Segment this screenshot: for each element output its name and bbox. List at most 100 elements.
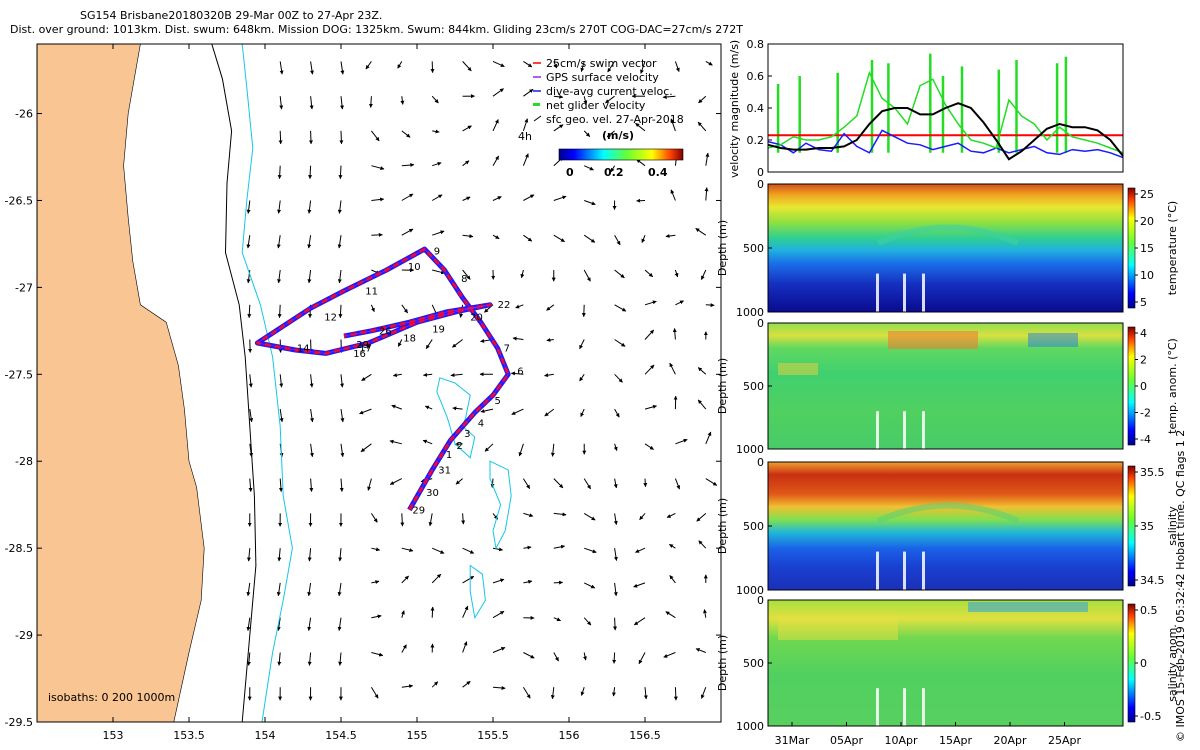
data-gap xyxy=(922,411,925,449)
current-vector xyxy=(674,269,679,278)
current-vector xyxy=(613,478,618,489)
isobath-1000m-contour-1 xyxy=(489,460,512,550)
section-ylabel: Depth (m) xyxy=(716,220,729,276)
current-vector xyxy=(700,687,707,699)
current-vector xyxy=(338,165,343,180)
dac-track-line xyxy=(254,246,511,512)
current-vector xyxy=(361,373,372,382)
colorbar-tick-label: 15 xyxy=(1140,242,1154,255)
current-vector xyxy=(644,443,654,450)
current-vector xyxy=(307,269,312,284)
current-vector xyxy=(583,269,591,282)
map-ytick-label: -26.5 xyxy=(5,194,33,207)
current-vector xyxy=(522,118,529,132)
current-vector xyxy=(368,96,373,108)
current-vector xyxy=(279,96,284,110)
land-area xyxy=(37,44,205,722)
current-vector xyxy=(401,193,414,201)
track-label: 5 xyxy=(495,396,501,407)
velocity-ytick-label: 0.4 xyxy=(747,102,765,115)
current-vector xyxy=(492,578,505,584)
date-axis: 31Mar 05Apr 10Apr 15Apr 20Apr 25Apr xyxy=(775,722,1081,747)
anomaly-patch xyxy=(778,615,898,640)
current-vector xyxy=(520,269,525,279)
current-vector xyxy=(553,652,559,662)
current-vector xyxy=(492,647,506,653)
track-label: 6 xyxy=(517,366,523,377)
track-label: 22 xyxy=(498,300,511,311)
track-label: 30 xyxy=(426,488,439,499)
legend-label: 25cm/s swim vector xyxy=(546,57,657,70)
track-label: 18 xyxy=(403,333,416,344)
current-vector xyxy=(696,513,707,522)
current-vector xyxy=(339,478,344,492)
current-vector xyxy=(400,96,405,105)
track-label: 19 xyxy=(432,325,445,336)
data-gap xyxy=(876,551,879,590)
current-vector xyxy=(309,409,314,423)
current-vector xyxy=(367,478,372,491)
current-vector xyxy=(583,582,596,589)
legend-label: sfc geo. vel. 27-Apr-2018 xyxy=(546,113,684,126)
current-vector xyxy=(462,125,472,132)
current-vector xyxy=(452,406,463,411)
current-vector xyxy=(462,196,471,201)
section-ytick-label: 1000 xyxy=(736,584,764,597)
current-vector xyxy=(389,439,402,445)
current-vector xyxy=(401,163,415,167)
data-gap xyxy=(876,411,879,449)
map-xtick-label: 153 xyxy=(103,729,124,742)
colorbar-tick-label: 35 xyxy=(1140,520,1154,533)
current-vector xyxy=(340,374,344,388)
map-xtick-label: 154.5 xyxy=(325,729,357,742)
current-vector xyxy=(614,408,620,418)
current-vector xyxy=(307,617,312,631)
current-vector xyxy=(246,200,251,214)
current-vector xyxy=(337,617,342,631)
current-vector xyxy=(635,122,646,132)
current-vector xyxy=(705,478,718,486)
current-vector xyxy=(638,652,646,665)
current-vector xyxy=(307,235,312,249)
current-vector xyxy=(309,61,314,75)
data-gap xyxy=(876,273,879,312)
legend-label: GPS surface velocity xyxy=(546,71,659,84)
current-vector xyxy=(633,617,646,626)
date-tick-label: 15Apr xyxy=(939,734,973,747)
current-vector xyxy=(697,121,707,132)
current-vector xyxy=(276,617,281,631)
current-vector xyxy=(492,155,500,166)
current-vector xyxy=(583,234,596,243)
current-vector xyxy=(279,374,284,388)
current-vector xyxy=(370,686,379,699)
current-vector xyxy=(461,513,466,525)
speed-colorbar xyxy=(558,148,684,161)
isobaths-label: isobaths: 0 200 1000m xyxy=(48,691,175,704)
current-vector xyxy=(428,513,433,527)
track-label: 3 xyxy=(464,429,470,440)
gps-track-line xyxy=(256,248,509,511)
colorbar-tick-label: 10 xyxy=(1140,269,1154,282)
map-x-axis: 153 153.5 154 154.5 155 155.5 156 156.5 xyxy=(103,44,661,742)
current-vector xyxy=(700,269,707,280)
current-vector xyxy=(662,94,676,99)
current-vector-field xyxy=(246,60,718,722)
current-vector xyxy=(392,373,402,378)
current-vector xyxy=(523,545,532,550)
current-vector xyxy=(337,235,342,249)
current-vector xyxy=(432,721,434,722)
current-vector xyxy=(308,165,313,180)
data-gap xyxy=(922,688,925,726)
current-vector xyxy=(704,187,709,201)
colorbar-tick-0: 0 xyxy=(566,166,574,179)
current-vector xyxy=(462,680,471,688)
current-vector xyxy=(280,721,281,722)
section-colorbar xyxy=(1127,326,1136,446)
current-vector xyxy=(695,227,707,236)
current-vector xyxy=(277,200,282,214)
current-vector xyxy=(432,269,446,275)
current-vector xyxy=(544,373,554,378)
velocity-ytick-label: 0 xyxy=(757,166,764,179)
anomaly-patch xyxy=(968,602,1088,612)
date-tick-label: 31Mar xyxy=(775,734,810,747)
